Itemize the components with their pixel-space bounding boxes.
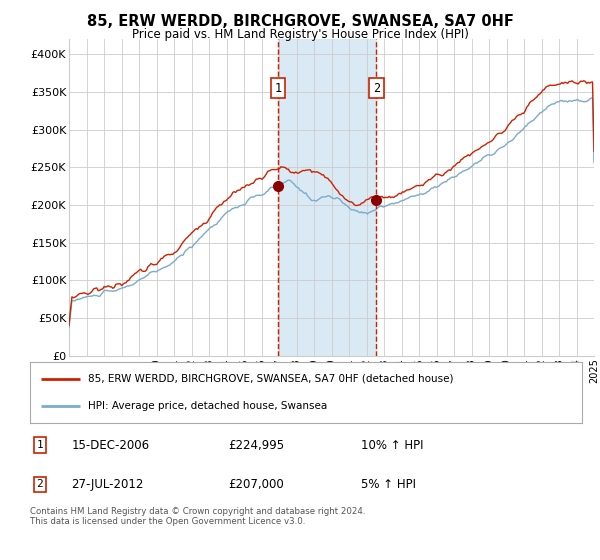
Text: 2: 2	[373, 82, 380, 95]
Text: £207,000: £207,000	[229, 478, 284, 491]
Text: 85, ERW WERDD, BIRCHGROVE, SWANSEA, SA7 0HF (detached house): 85, ERW WERDD, BIRCHGROVE, SWANSEA, SA7 …	[88, 374, 454, 384]
Bar	[278, 39, 376, 356]
Text: £224,995: £224,995	[229, 438, 285, 451]
Text: 85, ERW WERDD, BIRCHGROVE, SWANSEA, SA7 0HF: 85, ERW WERDD, BIRCHGROVE, SWANSEA, SA7 …	[86, 14, 514, 29]
Text: Price paid vs. HM Land Registry's House Price Index (HPI): Price paid vs. HM Land Registry's House …	[131, 28, 469, 41]
Text: 27-JUL-2012: 27-JUL-2012	[71, 478, 144, 491]
Text: HPI: Average price, detached house, Swansea: HPI: Average price, detached house, Swan…	[88, 402, 327, 412]
Text: 15-DEC-2006: 15-DEC-2006	[71, 438, 149, 451]
Text: 5% ↑ HPI: 5% ↑ HPI	[361, 478, 416, 491]
Text: 2: 2	[37, 479, 43, 489]
Text: 1: 1	[275, 82, 282, 95]
Text: 10% ↑ HPI: 10% ↑ HPI	[361, 438, 424, 451]
Text: Contains HM Land Registry data © Crown copyright and database right 2024.
This d: Contains HM Land Registry data © Crown c…	[30, 507, 365, 526]
Text: 1: 1	[37, 440, 43, 450]
